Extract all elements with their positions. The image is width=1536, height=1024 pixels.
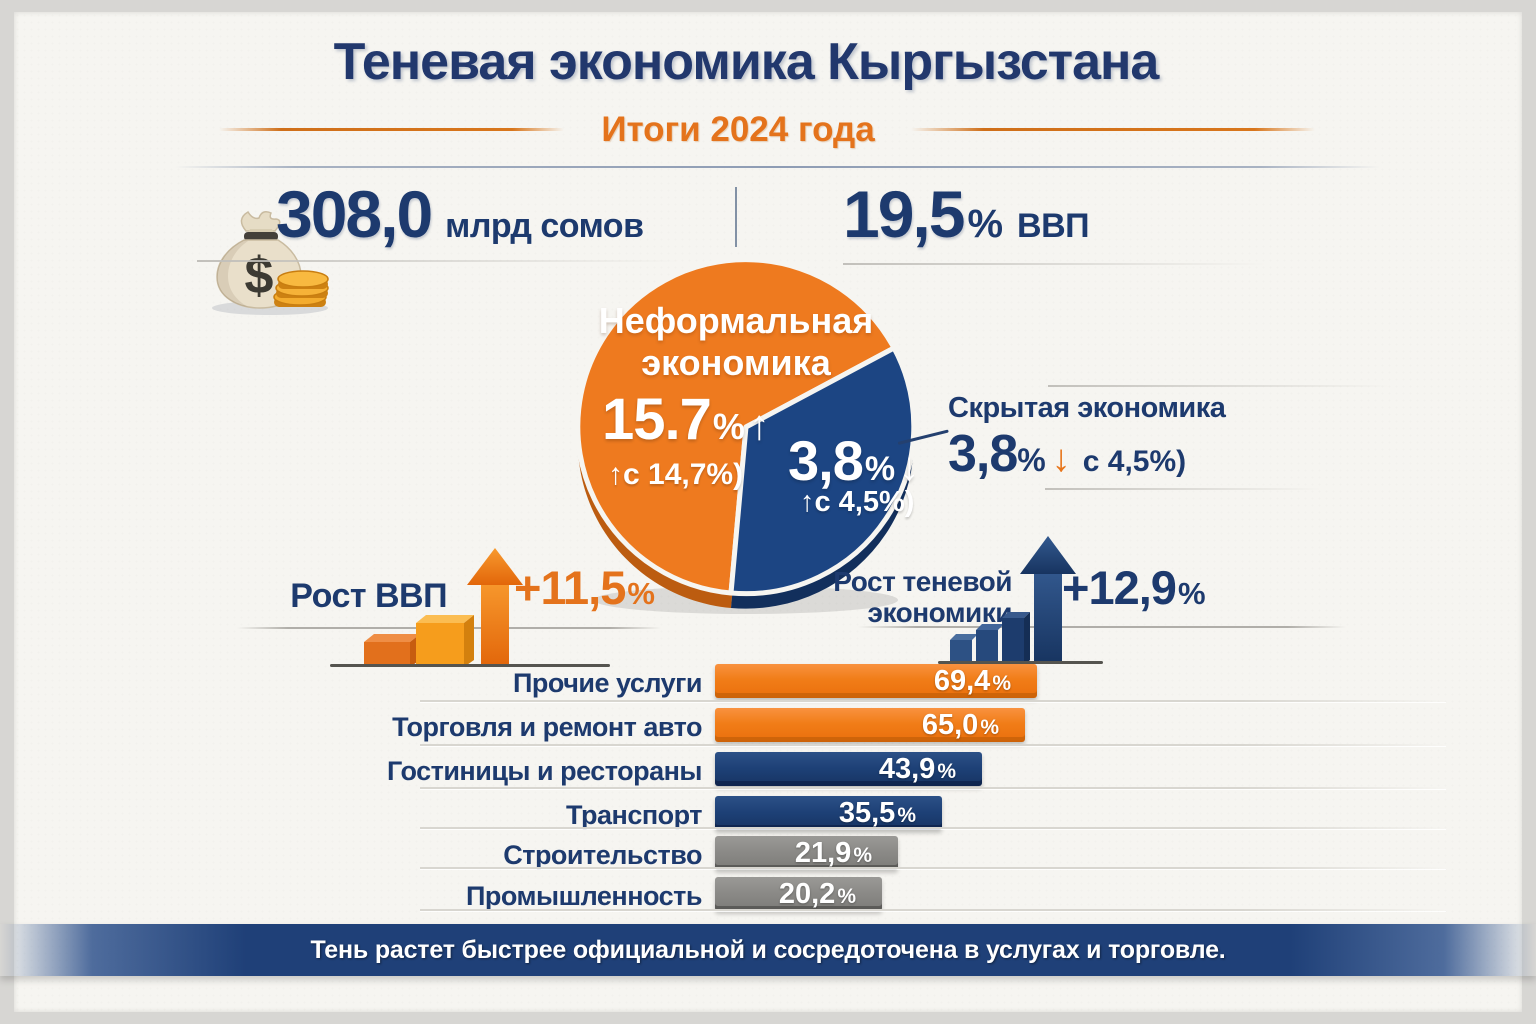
svg-text:$: $: [245, 247, 274, 305]
bar-label-5: Промышленность: [466, 881, 702, 911]
stat-gdp-unit: ВВП: [1017, 207, 1090, 245]
row-separator-2: [420, 787, 1446, 789]
subtitle-rule-right: [911, 128, 1315, 131]
footer-band: Тень растет быстрее официальной и сосред…: [0, 924, 1536, 976]
row-separator-0: [420, 700, 1446, 702]
subtitle-rule-left: [219, 128, 564, 131]
bar-label-2: Гостиницы и рестораны: [386, 756, 703, 786]
callout-rule-top: [1048, 385, 1390, 387]
bar-value-5: 20,2: [778, 878, 836, 910]
stat-volume-value: 308,0: [276, 177, 433, 251]
stat-gdp-percent: %: [967, 202, 1004, 246]
bar-value-1: 65,0: [921, 709, 979, 741]
callout-value-row: 3,8 % ↓ с 4,5%): [948, 424, 1186, 484]
callout-title: Скрытая экономика: [948, 392, 1226, 424]
up-arrow-icon: ↑: [748, 401, 770, 448]
row-separator-1: [420, 744, 1446, 746]
shadow-growth-up-arrow-icon: [1020, 536, 1076, 664]
stat-gdp-value: 19,5: [843, 177, 965, 251]
bar-label-0: Прочие услуги: [512, 668, 703, 698]
row-separator-5: [420, 909, 1446, 911]
pie-hidden-value: 3,8 % ↓: [788, 428, 919, 493]
shadow-growth-label-line2: экономики: [867, 597, 1012, 628]
bar-value-4: 21,9: [794, 837, 852, 869]
bar-percent-1: %: [980, 716, 999, 739]
bar-percent-5: %: [837, 885, 856, 908]
stat-right-underline: [843, 263, 1267, 265]
stats-divider: [735, 187, 737, 247]
pie-hidden-change: ↑с 4,5%): [800, 486, 915, 518]
bar-3: 35,5 %: [715, 796, 942, 830]
shadow-growth-line: [858, 626, 1346, 628]
stat-shadow-volume: 308,0 млрд сомов: [276, 176, 644, 252]
down-arrow-icon: ↓: [899, 445, 920, 489]
bar-2: 43,9 %: [715, 752, 982, 786]
gdp-growth-value-number: +11,5: [514, 561, 626, 614]
subtitle: Итоги 2024 года: [601, 110, 875, 149]
bar-percent-4: %: [853, 844, 872, 867]
bar-4: 21,9 %: [715, 836, 898, 870]
shadow-growth-value-number: +12,9: [1062, 561, 1177, 614]
shadow-growth-baseline: [938, 661, 1103, 664]
header-divider-line: [175, 166, 1380, 168]
gdp-growth-value-percent: %: [627, 576, 655, 611]
pie-informal-value: 15.7 % ↑: [602, 386, 770, 453]
callout-value: 3,8: [948, 425, 1018, 483]
gdp-growth-label: Рост ВВП: [290, 577, 447, 615]
shadow-growth-mini-bars-icon: [950, 612, 1030, 666]
pie-segment-informal: [575, 257, 897, 596]
page-title: Теневая экономика Кыргызстана: [333, 33, 1160, 91]
pie-chart: [575, 257, 917, 614]
stat-volume-unit: млрд сомов: [445, 207, 644, 245]
down-arrow-icon: ↓: [1051, 438, 1071, 480]
bar-0: 69,4 %: [715, 664, 1037, 698]
shadow-growth-value: +12,9 %: [1062, 560, 1206, 615]
gdp-growth-up-arrow-icon: [467, 548, 523, 667]
bar-5: 20,2 %: [715, 877, 882, 911]
bar-1: 65,0 %: [715, 708, 1025, 742]
callout-rule-bottom: [1045, 488, 1321, 490]
gdp-growth-mini-bars-icon: [364, 615, 474, 667]
row-separator-4: [420, 867, 1446, 869]
callout-change: с 4,5%): [1082, 445, 1187, 478]
bar-label-3: Транспорт: [566, 800, 702, 830]
bar-value-3: 35,5: [838, 797, 896, 829]
pie-informal-label-line1: Неформальная: [598, 300, 874, 341]
stat-left-underline: [197, 260, 681, 262]
coins-icon: [273, 270, 329, 307]
bar-label-4: Строительство: [503, 840, 702, 870]
pie-informal-change: ↑с 14,7%): [608, 458, 744, 491]
row-separator-3: [420, 827, 1446, 829]
bar-value-2: 43,9: [878, 753, 936, 785]
pie-informal-value-percent: %: [712, 406, 745, 447]
pie-hidden-value-percent: %: [864, 450, 896, 488]
gdp-growth-baseline: [330, 664, 610, 667]
pie-informal-value-number: 15.7: [602, 387, 712, 452]
bar-value-0: 69,4: [933, 665, 991, 697]
bar-label-1: Торговля и ремонт авто: [392, 712, 702, 742]
footer-text: Тень растет быстрее официальной и сосред…: [310, 936, 1226, 964]
bar-percent-3: %: [897, 804, 916, 827]
bar-percent-2: %: [937, 760, 956, 783]
bar-percent-0: %: [992, 672, 1011, 695]
pie-hidden-value-number: 3,8: [788, 429, 864, 492]
gdp-growth-value: +11,5 %: [514, 560, 655, 615]
money-bag-icon: $: [212, 210, 329, 315]
shadow-growth-value-percent: %: [1177, 576, 1206, 611]
stat-gdp-share: 19,5 % ВВП: [843, 176, 1090, 252]
shadow-growth-label-line1: Рост теневой: [833, 566, 1012, 597]
pie-informal-label-line2: экономика: [641, 342, 831, 383]
pie-segment-hidden: [728, 345, 917, 597]
callout-percent: %: [1017, 442, 1046, 478]
